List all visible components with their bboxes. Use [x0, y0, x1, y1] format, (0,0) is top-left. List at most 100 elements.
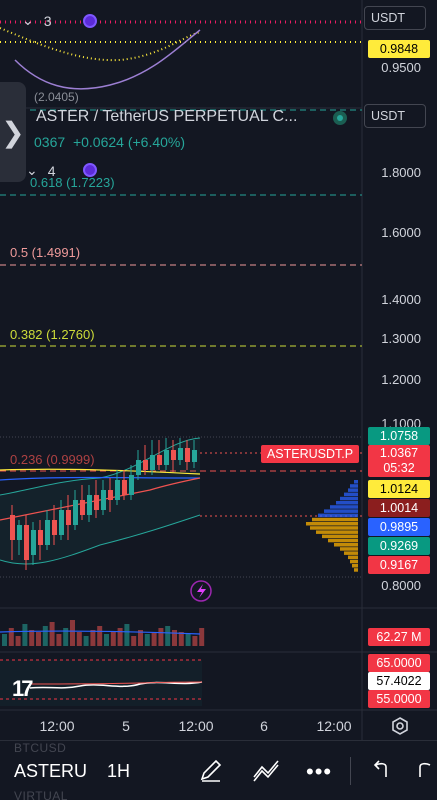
- candle-body: [10, 515, 15, 540]
- volume-bar: [29, 630, 35, 646]
- volume-profile-bar: [324, 509, 358, 513]
- pane-collapse-1[interactable]: ⌄ 3: [22, 12, 52, 29]
- volume-profile-bar: [310, 526, 358, 530]
- volume-bar: [178, 632, 184, 646]
- rsi-lower-tag: 55.0000: [368, 690, 430, 708]
- volume-profile-bar: [354, 480, 358, 484]
- price-tag-bb-upper: 1.0758: [368, 427, 430, 445]
- interval-button[interactable]: 1H: [107, 761, 131, 781]
- volume-profile-bar: [340, 496, 358, 501]
- candle-body: [17, 525, 22, 540]
- currency-unit-button-main[interactable]: USDT: [364, 104, 426, 128]
- time-axis-label: 12:00: [178, 718, 214, 734]
- time-axis-label: 12:00: [316, 718, 352, 734]
- volume-profile-bar: [354, 568, 358, 572]
- volume-profile-bar: [350, 559, 358, 564]
- chart-settings-icon[interactable]: [390, 716, 410, 736]
- volume-bar: [63, 628, 69, 646]
- candle-body: [150, 455, 155, 470]
- candle-body: [87, 495, 92, 515]
- price-tag-ma-yellow: 1.0124: [368, 480, 430, 498]
- volume-profile-bar: [312, 517, 358, 522]
- candle-body: [31, 530, 36, 555]
- top-price-tag: 0.9848: [368, 40, 430, 58]
- volume-bar: [110, 632, 116, 646]
- volume-profile-bar: [316, 530, 358, 534]
- volume-bar: [138, 630, 143, 646]
- time-axis-label: 12:00: [39, 718, 75, 734]
- volume-bar: [172, 630, 177, 646]
- price-axis-label: 1.6000: [381, 225, 421, 240]
- candle-body: [108, 490, 113, 500]
- volume-bar: [22, 624, 28, 646]
- redo-icon[interactable]: [412, 757, 434, 786]
- price-axis-label: 1.8000: [381, 165, 421, 180]
- volume-bar: [70, 620, 75, 646]
- symbol-button[interactable]: ASTERU: [14, 761, 88, 781]
- volume-bar: [158, 628, 164, 646]
- candle-body: [45, 520, 50, 545]
- candle-body: [94, 495, 99, 510]
- volume-bar: [117, 628, 123, 646]
- volume-bar: [42, 626, 48, 646]
- candle-body: [122, 480, 127, 495]
- candle-body: [24, 525, 29, 560]
- bar-countdown: 05:32: [383, 461, 415, 475]
- candle-body: [192, 450, 197, 462]
- fib-label-0618: 0.618 (1.7223): [30, 175, 115, 190]
- trend-tools-icon[interactable]: [252, 757, 280, 788]
- volume-bar: [185, 634, 191, 646]
- symbol-price-tag[interactable]: ASTERUSDT.P: [261, 445, 359, 463]
- candle-body: [178, 448, 183, 460]
- price-tag-bb-lower: 0.9269: [368, 537, 430, 555]
- volume-bar: [83, 636, 89, 646]
- price-change-row: 0367 +0.0624 (+6.40%): [34, 134, 186, 150]
- pane-collapse-2[interactable]: ⌄ 4: [26, 162, 56, 179]
- volume-bar: [192, 636, 198, 646]
- price-axis-label: 1.3000: [381, 331, 421, 346]
- volume-bar: [104, 634, 109, 646]
- rsi-upper-tag: 65.0000: [368, 654, 430, 672]
- volume-bar: [8, 628, 14, 646]
- volume-bar: [56, 634, 62, 646]
- candle-body: [143, 460, 148, 470]
- toolbar-divider: [350, 757, 351, 785]
- rsi-value-tag: 57.4022: [368, 672, 430, 690]
- more-options-icon[interactable]: •••: [306, 759, 333, 784]
- market-status-dot: [333, 111, 347, 125]
- price-axis-label: 0.8000: [381, 578, 421, 593]
- volume-profile-bar: [344, 492, 358, 497]
- current-price-tag: 1.0367 05:32: [368, 445, 430, 477]
- chart-canvas[interactable]: [0, 0, 437, 760]
- volume-profile-bar: [322, 534, 358, 539]
- volume-profile-bar: [336, 501, 358, 505]
- volume-profile-bar: [330, 505, 358, 509]
- candle-body: [59, 510, 64, 535]
- volume-bar: [199, 628, 205, 646]
- prev-pane-value: (2.0405): [34, 90, 79, 104]
- volume-profile: [306, 480, 358, 572]
- fib-label-05: 0.5 (1.4991): [10, 245, 81, 260]
- candle-body: [66, 510, 71, 525]
- volume-bar: [124, 624, 130, 646]
- currency-unit-button-top[interactable]: USDT: [364, 6, 426, 30]
- candle-body: [129, 475, 134, 495]
- candle-body: [73, 500, 78, 525]
- symbol-title[interactable]: ASTER / TetherUS PERPETUAL C...: [36, 108, 298, 125]
- volume-bar: [76, 632, 82, 646]
- price-tag-ma-blue: 0.9895: [368, 518, 430, 536]
- volume-profile-bar: [350, 484, 358, 488]
- undo-icon[interactable]: [372, 757, 394, 786]
- drawing-tool-icon[interactable]: [198, 757, 224, 788]
- volume-bar: [97, 626, 103, 646]
- chevron-right-icon: ❯: [1, 116, 25, 148]
- fib-label-0236: 0.236 (0.9999): [10, 452, 95, 467]
- candle-body: [115, 480, 120, 500]
- tradingview-logo: 17: [12, 676, 34, 701]
- candlestick-series: [10, 438, 197, 570]
- volume-bar: [131, 636, 137, 646]
- drawer-handle[interactable]: ❯: [0, 82, 26, 182]
- volume-bars: [2, 620, 205, 646]
- candle-body: [52, 520, 57, 535]
- volume-profile-bar: [348, 488, 358, 492]
